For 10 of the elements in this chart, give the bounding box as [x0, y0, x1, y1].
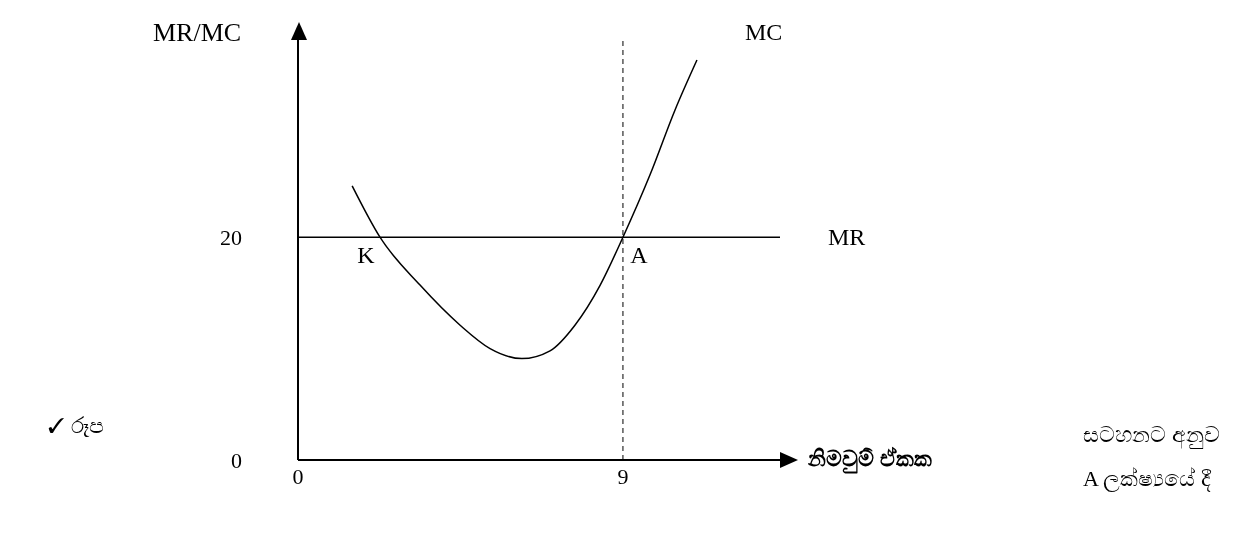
x-tick-label: 9 — [617, 463, 629, 489]
annotation: K — [357, 242, 376, 269]
text: MC — [744, 19, 783, 46]
text: ✓ රූප — [48, 413, 104, 439]
y-axis-title: MR/MC — [153, 18, 242, 48]
series-label: MR — [828, 224, 866, 251]
text: සටහනට අනුව A ලක්ෂ්‍යයේ දී — [1083, 421, 1221, 494]
annotation: A — [630, 242, 649, 269]
x-axis-title: නිමවුම් ඒකක — [808, 446, 932, 472]
y-tick-label: 20 — [220, 225, 242, 250]
